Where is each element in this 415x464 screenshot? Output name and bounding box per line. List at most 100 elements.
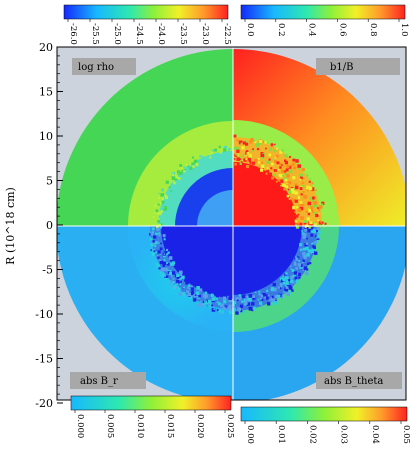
turbulence-speck bbox=[265, 172, 268, 175]
turbulence-speck bbox=[198, 294, 201, 298]
turbulence-speck bbox=[310, 206, 313, 209]
turbulence-specks bbox=[149, 134, 327, 315]
turbulence-speck bbox=[151, 241, 154, 244]
turbulence-speck bbox=[159, 202, 162, 205]
turbulence-speck bbox=[283, 290, 286, 293]
turbulence-speck bbox=[258, 142, 261, 145]
br-core bbox=[161, 226, 233, 298]
turbulence-speck bbox=[176, 170, 181, 174]
turbulence-speck bbox=[311, 182, 314, 185]
turbulence-speck bbox=[209, 153, 212, 156]
turbulence-speck bbox=[164, 194, 167, 197]
turbulence-speck bbox=[157, 203, 160, 206]
turbulence-speck bbox=[171, 176, 176, 181]
turbulence-speck bbox=[282, 275, 284, 278]
turbulence-speck bbox=[306, 237, 308, 240]
colorbar-tick-label: -24.0 bbox=[156, 23, 166, 45]
turbulence-speck bbox=[299, 201, 303, 204]
turbulence-speck bbox=[185, 281, 189, 285]
turbulence-speck bbox=[319, 205, 323, 209]
turbulence-speck bbox=[213, 293, 216, 295]
turbulence-speck bbox=[220, 303, 224, 307]
turbulence-speck bbox=[279, 163, 282, 166]
turbulence-speck bbox=[182, 293, 184, 296]
turbulence-speck bbox=[238, 294, 241, 297]
turbulence-speck bbox=[188, 164, 192, 168]
turbulence-speck bbox=[156, 254, 159, 257]
turbulence-speck bbox=[167, 251, 170, 254]
turbulence-speck bbox=[223, 145, 227, 149]
turbulence-speck bbox=[228, 148, 231, 151]
turbulence-speck bbox=[179, 273, 183, 277]
turbulence-speck bbox=[262, 293, 266, 297]
turbulence-speck bbox=[242, 294, 246, 298]
turbulence-speck bbox=[243, 301, 248, 305]
turbulence-speck bbox=[194, 294, 197, 296]
turbulence-speck bbox=[173, 181, 176, 185]
quadrant-label-text: abs B_r bbox=[80, 376, 118, 387]
turbulence-speck bbox=[176, 280, 180, 284]
turbulence-speck bbox=[288, 169, 293, 174]
turbulence-speck bbox=[170, 280, 173, 283]
turbulence-speck bbox=[286, 174, 290, 178]
turbulence-speck bbox=[177, 174, 179, 176]
turbulence-speck bbox=[163, 254, 166, 258]
y-tick-label: -15 bbox=[35, 353, 53, 366]
colorbar-tick-label: 0.015 bbox=[165, 414, 175, 438]
turbulence-speck bbox=[273, 173, 276, 176]
turbulence-speck bbox=[157, 250, 161, 254]
y-axis: 20 15 10 5 0 -5 -10 -15 -20 bbox=[35, 41, 63, 410]
quadrant-label-top-right: b1/B bbox=[316, 58, 400, 75]
turbulence-speck bbox=[246, 165, 250, 169]
turbulence-speck bbox=[293, 271, 298, 275]
turbulence-speck bbox=[200, 300, 202, 303]
turbulence-speck bbox=[298, 276, 301, 279]
turbulence-speck bbox=[232, 308, 236, 312]
turbulence-speck bbox=[174, 177, 178, 181]
turbulence-speck bbox=[216, 301, 219, 304]
turbulence-speck bbox=[266, 169, 270, 173]
y-tick-label: 20 bbox=[39, 41, 53, 54]
y-tick-label: 0 bbox=[46, 219, 53, 232]
turbulence-speck bbox=[284, 154, 288, 158]
turbulence-speck bbox=[310, 233, 314, 237]
turbulence-speck bbox=[166, 248, 169, 251]
colorbar-bottom-right: 0.00 0.01 0.02 0.03 0.04 0.05 bbox=[240, 406, 411, 444]
quadrant-label-text: log rho bbox=[78, 62, 114, 73]
turbulence-speck bbox=[179, 283, 182, 286]
turbulence-speck bbox=[222, 296, 227, 300]
turbulence-speck bbox=[295, 225, 300, 229]
turbulence-speck bbox=[164, 196, 168, 200]
turbulence-speck bbox=[306, 253, 310, 257]
turbulence-speck bbox=[210, 151, 214, 154]
turbulence-speck bbox=[273, 287, 277, 292]
turbulence-speck bbox=[310, 205, 312, 207]
turbulence-speck bbox=[228, 304, 232, 308]
turbulence-speck bbox=[302, 247, 306, 251]
turbulence-speck bbox=[320, 221, 322, 224]
turbulence-speck bbox=[199, 155, 202, 158]
turbulence-speck bbox=[295, 256, 297, 258]
colorbar-tick-label: 0.05 bbox=[401, 425, 411, 444]
y-tick-label: 10 bbox=[39, 130, 53, 143]
turbulence-speck bbox=[301, 260, 304, 264]
turbulence-speck bbox=[161, 200, 165, 204]
turbulence-speck bbox=[272, 296, 274, 299]
turbulence-speck bbox=[313, 249, 316, 252]
turbulence-speck bbox=[257, 298, 260, 301]
turbulence-speck bbox=[274, 156, 277, 159]
turbulence-speck bbox=[267, 294, 270, 297]
turbulence-speck bbox=[304, 228, 307, 232]
turbulence-speck bbox=[160, 193, 164, 197]
turbulence-speck bbox=[297, 164, 301, 168]
turbulence-speck bbox=[258, 293, 261, 296]
turbulence-speck bbox=[279, 283, 283, 286]
turbulence-speck bbox=[282, 175, 284, 177]
turbulence-speck bbox=[150, 249, 153, 251]
turbulence-speck bbox=[149, 232, 152, 236]
turbulence-speck bbox=[176, 267, 179, 269]
turbulence-speck bbox=[261, 140, 264, 144]
turbulence-speck bbox=[295, 280, 299, 284]
y-axis-label: R (10^18 cm) bbox=[4, 187, 17, 265]
turbulence-speck bbox=[248, 306, 253, 311]
